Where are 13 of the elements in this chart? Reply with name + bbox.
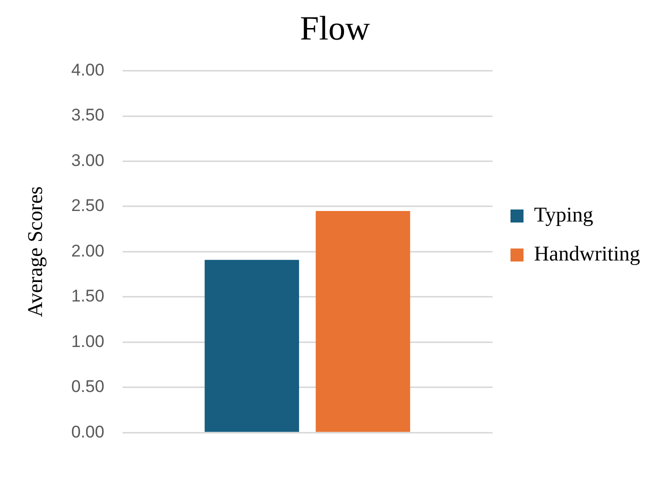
y-tick-label: 4.00 [71,60,104,80]
y-tick-label: 1.50 [71,286,104,306]
y-tick-label: 3.50 [71,106,104,125]
y-tick-label: 2.00 [71,241,104,260]
legend-label: Typing [534,202,594,227]
y-axis-title: Average Scores [23,186,48,318]
y-tick-label: 2.50 [71,196,104,216]
legend-label: Handwriting [534,242,641,266]
chart-title: Flow [300,10,370,48]
y-tick-label: 0.50 [71,377,104,396]
y-tick-label: 0.00 [71,422,104,442]
y-tick-label: 1.00 [71,332,104,351]
y-tick-label: 3.00 [71,150,104,170]
